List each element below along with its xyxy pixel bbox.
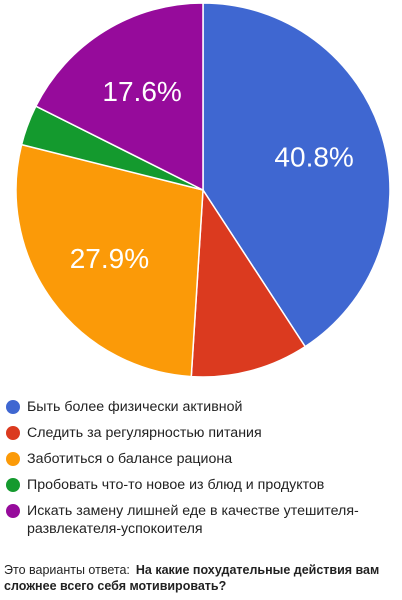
legend-swatch-green	[6, 478, 20, 492]
pie-chart: 40.8% 27.9% 17.6%	[15, 2, 391, 378]
slice-value-label: 17.6%	[102, 76, 181, 107]
legend-label: Заботиться о балансе рациона	[27, 451, 233, 467]
legend-label: Следить за регулярностью питания	[27, 425, 262, 441]
legend-label: Пробовать что-то новое из блюд и продукт…	[27, 477, 325, 493]
legend-swatch-red	[6, 426, 20, 440]
chart-legend: Быть более физически активной Следить за…	[6, 398, 398, 542]
pie-slices	[15, 2, 391, 378]
pie-slice[interactable]	[34, 2, 204, 192]
slice-value-label: 40.8%	[274, 141, 353, 172]
pie-slice[interactable]	[15, 143, 204, 378]
caption-question: На какие похудательные действия вам слож…	[4, 563, 380, 593]
legend-item[interactable]: Заботиться о балансе рациона	[6, 450, 398, 468]
legend-swatch-orange	[6, 452, 20, 466]
legend-swatch-blue	[6, 400, 20, 414]
legend-item[interactable]: Следить за регулярностью питания	[6, 424, 398, 442]
legend-swatch-purple	[6, 504, 20, 518]
pie-slice[interactable]	[190, 187, 307, 378]
caption-prefix: Это варианты ответа:	[4, 563, 130, 577]
pie-slice-labels: 40.8% 27.9% 17.6%	[70, 76, 354, 274]
legend-item[interactable]: Быть более физически активной	[6, 398, 398, 416]
slice-value-label: 27.9%	[70, 243, 149, 274]
legend-label: Искать замену лишней еде в качестве утеш…	[27, 503, 359, 537]
legend-item[interactable]: Искать замену лишней еде в качестве утеш…	[6, 502, 398, 538]
legend-label: Быть более физически активной	[27, 399, 243, 415]
chart-caption: Это варианты ответа: На какие похудательн…	[4, 562, 398, 594]
legend-item[interactable]: Пробовать что-то новое из блюд и продукт…	[6, 476, 398, 494]
